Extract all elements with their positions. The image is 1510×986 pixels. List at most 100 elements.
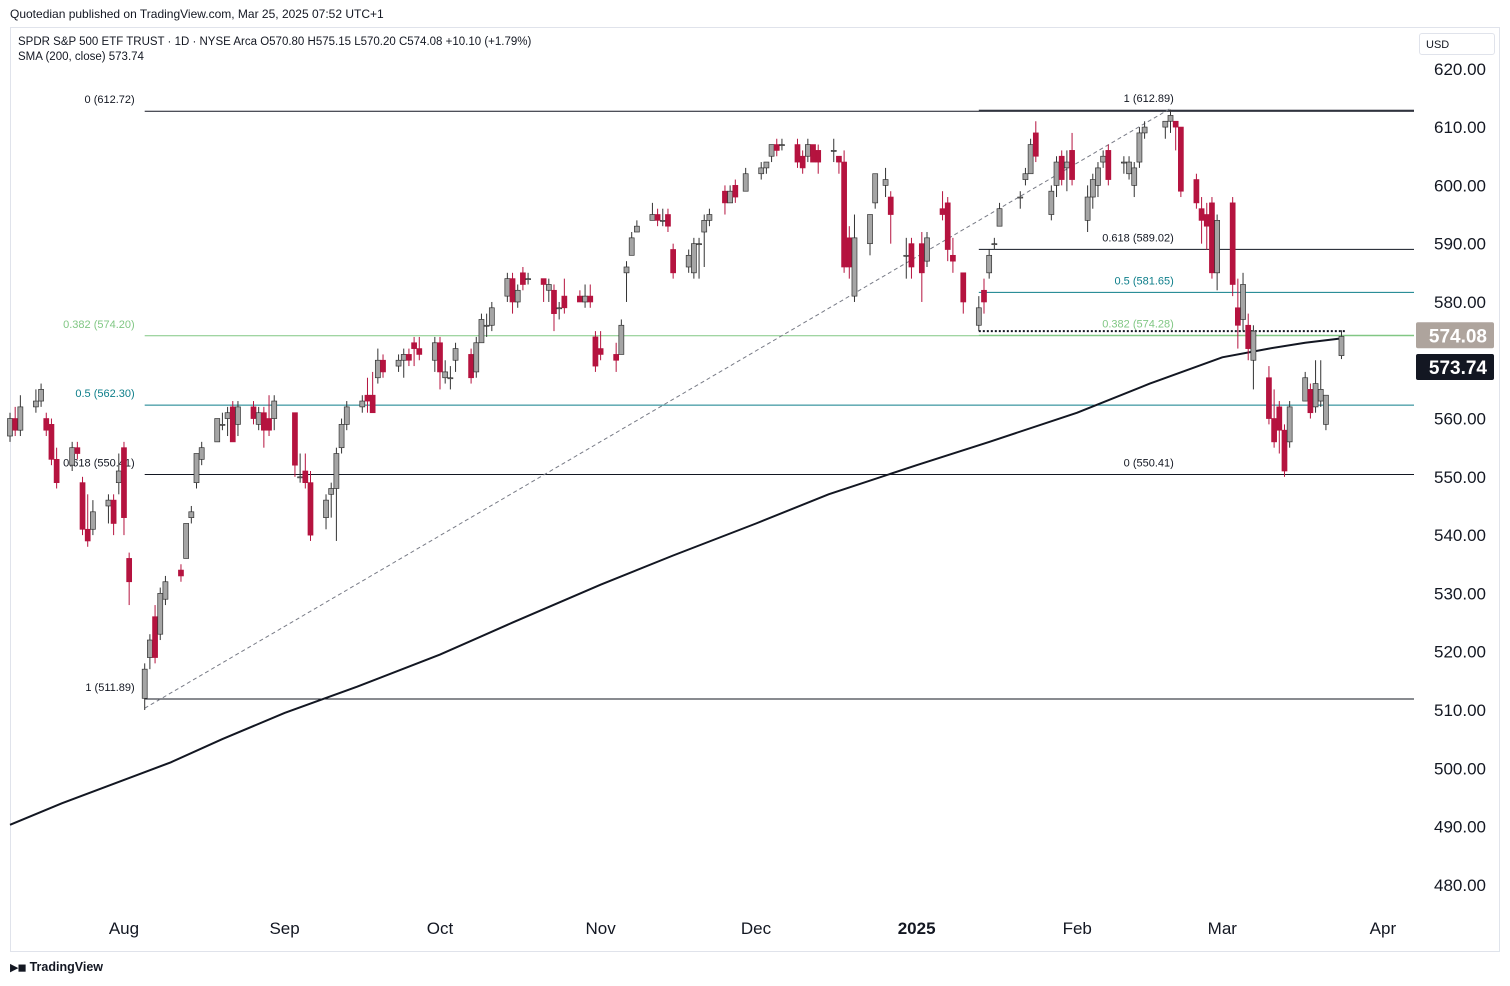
candle-down [960, 272, 967, 314]
candle-down [561, 278, 568, 314]
candle-down [1271, 389, 1277, 448]
candle-body [1105, 150, 1112, 180]
candle-down [406, 348, 412, 367]
y-tick-label: 540.00 [1434, 526, 1486, 545]
candle-body [1053, 161, 1060, 186]
candle-up [297, 453, 303, 483]
candle-up [1100, 150, 1107, 168]
candle-up [701, 214, 708, 267]
candle-down [468, 348, 474, 384]
candle-body [851, 237, 858, 297]
candle-body [152, 616, 158, 658]
fib-level-label: 1 (511.89) [85, 682, 134, 694]
candle-body [592, 336, 599, 367]
candle-body [38, 389, 44, 402]
y-axis: 620.00610.00600.00590.00580.00570.00560.… [1434, 60, 1486, 895]
candle-body [219, 424, 226, 426]
x-tick-label: 2025 [898, 919, 936, 938]
candle-body [307, 482, 314, 536]
publisher-credit: Quotedian published on TradingView.com, … [10, 7, 384, 21]
y-tick-label: 530.00 [1434, 584, 1486, 603]
candle-body [7, 418, 13, 437]
candle-up [991, 237, 998, 250]
candle-body [1203, 214, 1210, 227]
candle-body [1022, 173, 1029, 180]
candle-up [1084, 185, 1091, 233]
candle-body [333, 453, 340, 489]
candle-down [48, 418, 55, 466]
fib-level-label: 0.618 (550.41) [63, 457, 135, 469]
candle-down [74, 441, 81, 460]
candle-body [400, 354, 407, 361]
candle-body [1162, 120, 1169, 128]
candle-body [887, 196, 894, 215]
candle-up [975, 296, 982, 332]
sma-indicator-line[interactable]: SMA (200, close) 573.74 [18, 51, 144, 63]
candle-body [110, 499, 117, 524]
candle-body [162, 581, 169, 600]
candle-body [1250, 330, 1257, 361]
candle-up [1121, 156, 1127, 174]
y-tick-label: 600.00 [1434, 176, 1486, 195]
candle-up [447, 366, 454, 390]
candle-up [1250, 325, 1257, 390]
candle-up [882, 167, 889, 198]
currency-selector[interactable]: USD [1419, 33, 1495, 55]
candle-body [115, 470, 122, 484]
candle-down [380, 354, 386, 378]
fib-level-label: 0 (550.41) [1124, 457, 1174, 469]
candle-down [799, 150, 806, 174]
candle-body [1167, 115, 1174, 122]
tradingview-brand-label: TradingView [29, 960, 103, 974]
candle-body [250, 406, 257, 419]
sma-200-line [9, 337, 1342, 826]
candle-up [556, 301, 563, 320]
candle-down [939, 191, 946, 221]
candle-up [758, 162, 765, 180]
candle-up [872, 173, 879, 209]
candle-down [1307, 383, 1314, 419]
candle-body [473, 342, 480, 373]
x-axis: Aug Sep Oct Nov Dec 2025 Feb Mar Apr [109, 919, 1397, 938]
fib-level-label: 0.5 (562.30) [75, 388, 134, 400]
trend-lines[interactable] [144, 108, 1347, 709]
candle-body [292, 412, 298, 466]
candle-body [1281, 429, 1288, 472]
last-price-label-bg [1416, 322, 1494, 349]
candle-body [323, 499, 329, 518]
fib-retracements[interactable]: 0 (612.72) 0.382 (574.20) 0.5 (562.30) 0.61… [63, 93, 1414, 700]
candle-body [1172, 120, 1179, 128]
tradingview-logo: ▶◼ TradingView [10, 960, 103, 974]
candle-up [90, 500, 96, 536]
candle-down [261, 406, 267, 448]
symbol-ohlc-line[interactable]: SPDR S&P 500 ETF TRUST · 1D · NYSE Arca … [18, 36, 532, 48]
candle-up [804, 138, 811, 163]
sma-line [9, 337, 1342, 826]
candle-body [882, 179, 889, 186]
candle-body [830, 150, 837, 152]
candle-down [665, 208, 671, 233]
candle-body [732, 185, 739, 198]
candle-up [235, 401, 241, 437]
candle-body [1245, 324, 1252, 349]
candle-body [198, 447, 205, 460]
candle-body [488, 307, 495, 326]
candle-up [768, 144, 775, 163]
candle-body [369, 394, 376, 414]
candle-down [1032, 121, 1039, 163]
candle-body [157, 593, 164, 635]
candle-body [670, 249, 676, 274]
candle-down [732, 179, 739, 203]
candle-body [649, 214, 656, 221]
candle-up [1312, 360, 1319, 413]
candle-body [1302, 377, 1309, 402]
candle-up [1126, 156, 1132, 180]
candle-body [540, 278, 547, 285]
candle-body [509, 278, 516, 303]
candle-body [359, 400, 366, 408]
candle-body [12, 418, 19, 431]
candle-up [271, 395, 278, 431]
candle-body [193, 453, 200, 484]
candle-up [649, 202, 656, 221]
